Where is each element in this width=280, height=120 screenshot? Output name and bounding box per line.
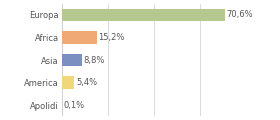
Text: 5,4%: 5,4% xyxy=(76,78,97,87)
Bar xyxy=(62,76,74,89)
Bar xyxy=(62,31,97,44)
Text: 70,6%: 70,6% xyxy=(227,10,253,19)
Text: 15,2%: 15,2% xyxy=(99,33,125,42)
Text: 0,1%: 0,1% xyxy=(64,101,85,110)
Text: 8,8%: 8,8% xyxy=(84,55,105,65)
Bar xyxy=(62,9,225,21)
Bar xyxy=(62,54,82,66)
